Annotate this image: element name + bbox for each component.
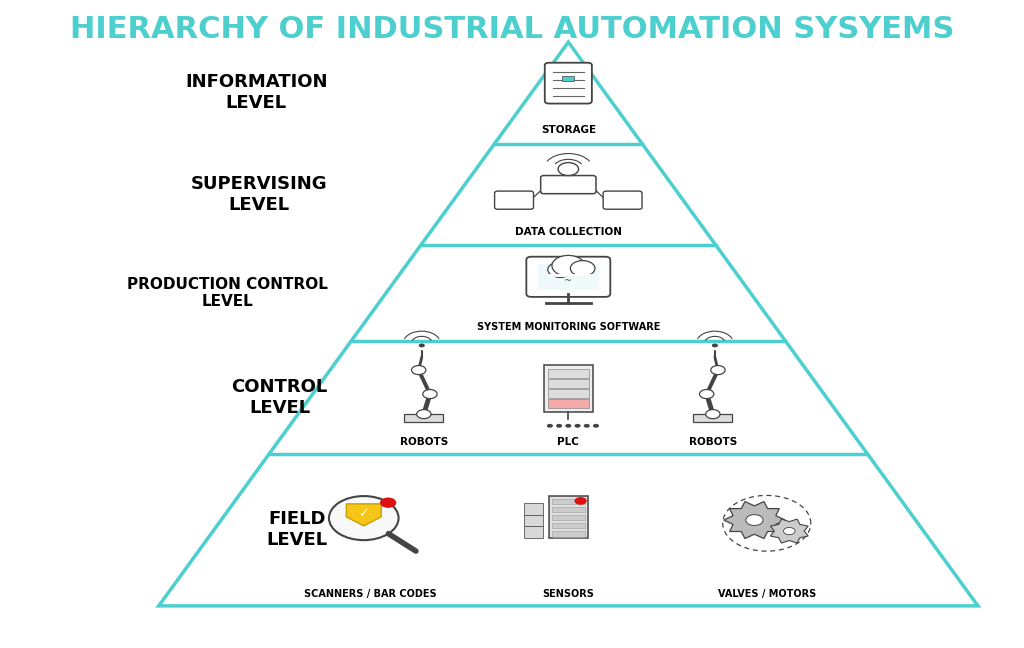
- Bar: [548, 389, 589, 398]
- Text: PLC: PLC: [557, 437, 580, 447]
- Bar: [548, 379, 589, 388]
- Text: SUPERVISING
LEVEL: SUPERVISING LEVEL: [191, 175, 328, 214]
- Circle shape: [574, 424, 581, 428]
- Circle shape: [745, 515, 763, 526]
- Circle shape: [706, 410, 720, 419]
- Circle shape: [423, 389, 437, 399]
- Circle shape: [570, 260, 595, 276]
- Bar: [548, 369, 589, 378]
- FancyBboxPatch shape: [526, 257, 610, 297]
- Circle shape: [412, 365, 426, 375]
- Circle shape: [584, 424, 590, 428]
- Polygon shape: [159, 42, 978, 606]
- Bar: [552, 531, 585, 537]
- Bar: [693, 414, 732, 422]
- Circle shape: [380, 498, 396, 508]
- Polygon shape: [724, 502, 785, 538]
- Bar: [524, 515, 543, 526]
- FancyBboxPatch shape: [541, 176, 596, 194]
- Circle shape: [552, 255, 585, 276]
- Circle shape: [593, 424, 599, 428]
- Text: STORAGE: STORAGE: [541, 125, 596, 135]
- Bar: [549, 496, 588, 538]
- Bar: [562, 76, 574, 81]
- Bar: [404, 414, 443, 422]
- FancyBboxPatch shape: [545, 63, 592, 104]
- FancyBboxPatch shape: [603, 191, 642, 209]
- Bar: [524, 503, 543, 515]
- Bar: [552, 515, 585, 520]
- Text: SCANNERS / BAR CODES: SCANNERS / BAR CODES: [303, 590, 436, 599]
- Circle shape: [699, 389, 714, 399]
- Bar: [552, 507, 585, 513]
- Text: CONTROL
LEVEL: CONTROL LEVEL: [231, 378, 328, 417]
- Bar: [552, 499, 585, 504]
- Text: HIERARCHY OF INDUSTRIAL AUTOMATION SYSYEMS: HIERARCHY OF INDUSTRIAL AUTOMATION SYSYE…: [70, 15, 954, 43]
- Polygon shape: [770, 519, 808, 543]
- Text: ROBOTS: ROBOTS: [399, 437, 447, 447]
- Circle shape: [419, 343, 425, 347]
- Circle shape: [547, 424, 553, 428]
- Circle shape: [711, 365, 725, 375]
- Circle shape: [417, 410, 431, 419]
- Circle shape: [329, 496, 398, 540]
- Text: PRODUCTION CONTROL
LEVEL: PRODUCTION CONTROL LEVEL: [127, 277, 328, 309]
- FancyBboxPatch shape: [495, 191, 534, 209]
- Circle shape: [574, 497, 587, 505]
- Circle shape: [548, 262, 572, 277]
- Text: ROBOTS: ROBOTS: [689, 437, 737, 447]
- Circle shape: [783, 527, 795, 535]
- Circle shape: [712, 343, 718, 347]
- Bar: [538, 264, 599, 290]
- Text: INFORMATION
LEVEL: INFORMATION LEVEL: [185, 73, 328, 112]
- Text: SYSTEM MONITORING SOFTWARE: SYSTEM MONITORING SOFTWARE: [476, 323, 660, 332]
- Text: ~: ~: [564, 276, 572, 286]
- Bar: [548, 399, 589, 408]
- Bar: [544, 365, 593, 411]
- Polygon shape: [346, 504, 381, 526]
- Circle shape: [558, 163, 579, 176]
- Bar: [552, 523, 585, 529]
- Circle shape: [556, 424, 562, 428]
- Text: ✓: ✓: [358, 507, 369, 520]
- Text: FIELD
LEVEL: FIELD LEVEL: [266, 511, 328, 549]
- Text: SENSORS: SENSORS: [543, 590, 594, 599]
- Bar: [524, 526, 543, 538]
- Text: DATA COLLECTION: DATA COLLECTION: [515, 227, 622, 237]
- Text: VALVES / MOTORS: VALVES / MOTORS: [718, 590, 816, 599]
- Circle shape: [565, 424, 571, 428]
